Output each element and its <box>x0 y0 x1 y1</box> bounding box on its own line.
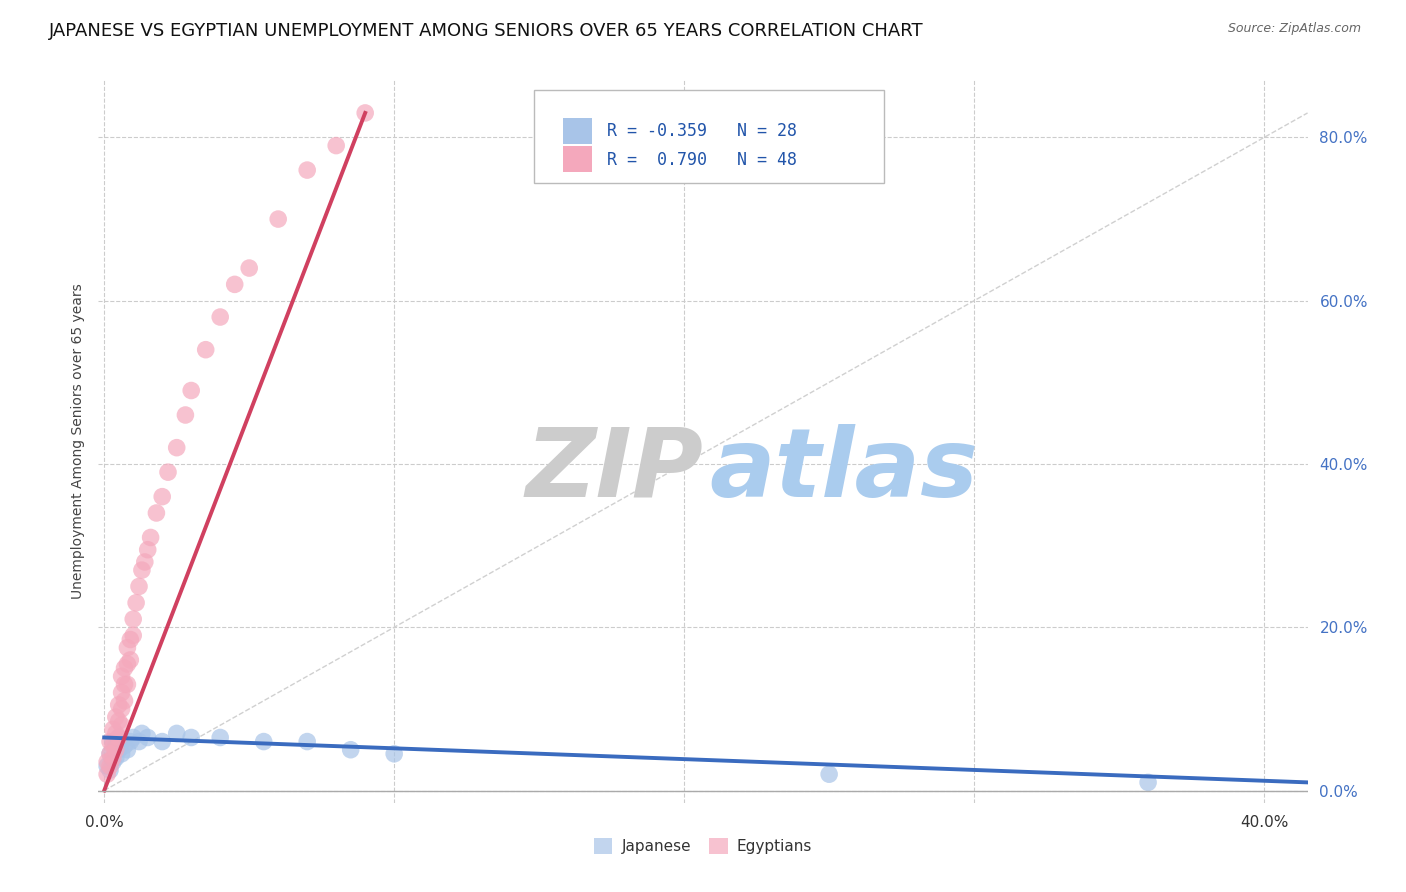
Point <box>101 755 124 769</box>
Point <box>295 163 318 178</box>
Point <box>98 734 121 748</box>
Point <box>107 731 129 745</box>
Point <box>114 694 136 708</box>
Text: ZIP: ZIP <box>524 424 703 517</box>
Point <box>339 743 361 757</box>
Point <box>122 628 145 642</box>
Point <box>107 731 129 745</box>
Point <box>101 739 124 753</box>
Point <box>110 685 132 699</box>
FancyBboxPatch shape <box>562 146 592 172</box>
Point <box>122 612 145 626</box>
Point <box>238 261 260 276</box>
Point <box>114 677 136 691</box>
Point <box>98 747 121 761</box>
Point <box>180 731 202 745</box>
Point <box>122 731 145 745</box>
Point <box>1137 775 1160 789</box>
FancyBboxPatch shape <box>562 118 592 144</box>
Point <box>104 739 127 753</box>
Point <box>166 441 188 455</box>
Legend: Japanese, Egyptians: Japanese, Egyptians <box>588 832 818 860</box>
Point <box>101 734 124 748</box>
Point <box>209 731 232 745</box>
Point <box>128 734 150 748</box>
Point <box>150 490 173 504</box>
Point <box>117 657 139 671</box>
Text: atlas: atlas <box>709 424 979 517</box>
Point <box>174 408 197 422</box>
Text: R =  0.790   N = 48: R = 0.790 N = 48 <box>607 151 797 169</box>
Point <box>107 714 129 728</box>
Point <box>110 747 132 761</box>
Point <box>131 726 153 740</box>
Point <box>104 710 127 724</box>
Point <box>156 465 179 479</box>
FancyBboxPatch shape <box>534 90 884 183</box>
Point <box>104 751 127 765</box>
Point <box>354 106 377 120</box>
Point <box>120 734 142 748</box>
Point <box>325 138 347 153</box>
Point <box>117 640 139 655</box>
Point <box>166 726 188 740</box>
Point <box>98 759 121 773</box>
Point <box>96 759 118 773</box>
Point <box>136 542 159 557</box>
Point <box>114 661 136 675</box>
Point <box>114 739 136 753</box>
Point <box>120 632 142 647</box>
Point <box>117 743 139 757</box>
Point <box>96 767 118 781</box>
Point <box>818 767 841 781</box>
Point <box>101 751 124 765</box>
Point <box>382 747 405 761</box>
Point <box>134 555 156 569</box>
Point <box>209 310 232 324</box>
Point <box>136 731 159 745</box>
Point <box>107 743 129 757</box>
Point <box>150 734 173 748</box>
Point <box>98 763 121 777</box>
Point <box>98 747 121 761</box>
Point <box>131 563 153 577</box>
Point <box>117 677 139 691</box>
Text: Source: ZipAtlas.com: Source: ZipAtlas.com <box>1227 22 1361 36</box>
Point <box>110 669 132 683</box>
Point <box>128 579 150 593</box>
Point <box>267 212 290 227</box>
Point <box>295 734 318 748</box>
Point <box>107 698 129 712</box>
Y-axis label: Unemployment Among Seniors over 65 years: Unemployment Among Seniors over 65 years <box>70 284 84 599</box>
Point <box>180 384 202 398</box>
Point <box>110 702 132 716</box>
Point <box>194 343 217 357</box>
Point <box>120 653 142 667</box>
Point <box>96 755 118 769</box>
Point <box>101 723 124 737</box>
Point <box>104 726 127 740</box>
Text: R = -0.359   N = 28: R = -0.359 N = 28 <box>607 122 797 140</box>
Point <box>224 277 246 292</box>
Point <box>104 743 127 757</box>
Point <box>145 506 167 520</box>
Point <box>253 734 276 748</box>
Point <box>110 734 132 748</box>
Point <box>125 596 148 610</box>
Text: JAPANESE VS EGYPTIAN UNEMPLOYMENT AMONG SENIORS OVER 65 YEARS CORRELATION CHART: JAPANESE VS EGYPTIAN UNEMPLOYMENT AMONG … <box>49 22 924 40</box>
Point <box>139 531 162 545</box>
Point <box>110 718 132 732</box>
